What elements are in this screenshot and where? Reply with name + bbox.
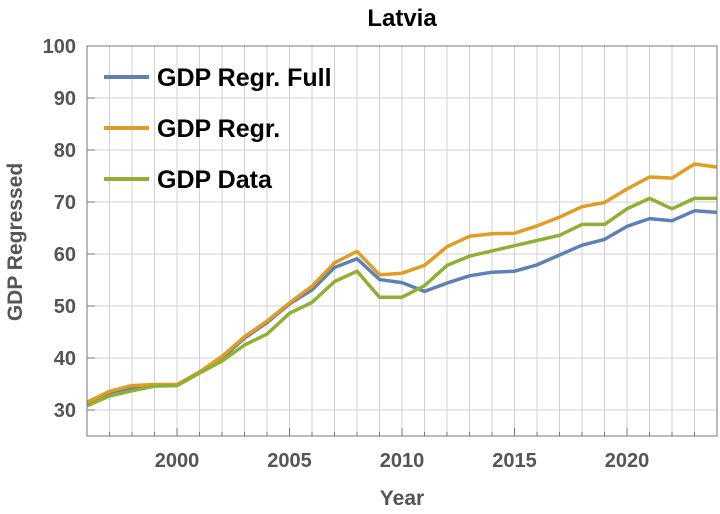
legend-label: GDP Regr.	[157, 115, 280, 143]
y-axis-label: GDP Regressed	[4, 163, 27, 321]
x-tick-label: 2015	[492, 450, 537, 472]
y-tick-label: 90	[54, 88, 76, 110]
series-line-gdp-data	[87, 196, 717, 408]
x-tick-label: 2000	[155, 450, 200, 472]
y-tick-label: 60	[54, 244, 76, 266]
y-tick-label: 30	[54, 400, 76, 422]
y-axis-ticks: 30 40 50 60 70 80 90 100	[43, 36, 95, 422]
legend: GDP Regr. Full GDP Regr. GDP Data	[104, 64, 332, 194]
y-tick-label: 70	[54, 192, 76, 214]
y-tick-label: 80	[54, 140, 76, 162]
y-tick-label: 40	[54, 348, 76, 370]
y-tick-label: 100	[43, 36, 76, 58]
x-tick-label: 2010	[380, 450, 425, 472]
chart-title: Latvia	[367, 5, 437, 32]
legend-label: GDP Data	[157, 166, 273, 194]
x-axis-ticks: 2000 2005 2010 2015 2020	[86, 428, 718, 472]
x-tick-label: 2005	[267, 450, 312, 472]
y-tick-label: 50	[54, 296, 76, 318]
x-tick-label: 2020	[605, 450, 650, 472]
grid	[86, 45, 718, 436]
x-axis-label: Year	[380, 487, 424, 510]
legend-label: GDP Regr. Full	[157, 64, 332, 92]
series-lines	[87, 162, 717, 408]
